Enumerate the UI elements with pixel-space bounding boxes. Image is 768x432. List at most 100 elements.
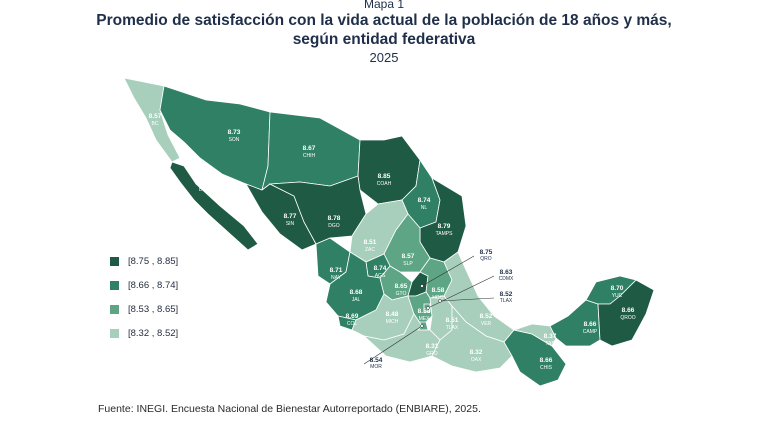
legend-swatch: [110, 280, 119, 290]
state-value: 8.32: [470, 349, 483, 356]
state-abbr: JAL: [352, 297, 361, 303]
state-abbr: GTO: [396, 291, 407, 297]
state-abbr: BC: [152, 121, 159, 127]
state-abbr: TLAX: [446, 325, 459, 331]
state-value: 8.66: [540, 357, 553, 364]
state-abbr: VER: [481, 321, 492, 327]
callout-dot: [426, 306, 430, 310]
state-abbr: MICH: [386, 319, 399, 325]
state-value: 8.69: [346, 313, 359, 320]
state-abbr: QROO: [620, 315, 635, 321]
source-note: Fuente: INEGI. Encuesta Nacional de Bien…: [98, 403, 481, 415]
callout-value: 8.52: [500, 291, 513, 298]
legend-swatch: [110, 304, 119, 314]
callout-value: 8.54: [370, 357, 383, 364]
state-value: 8.65: [395, 283, 408, 290]
callout-abbr: QRO: [480, 256, 492, 262]
state-abbr: YUC: [612, 293, 623, 299]
map-kicker: Mapa 1: [363, 0, 405, 11]
state-abbr: OAX: [471, 357, 482, 363]
state-abbr: SIN: [286, 221, 295, 227]
state-value: 8.77: [198, 179, 211, 186]
map-title-line-2: según entidad federativa: [292, 31, 476, 48]
state-value: 8.51: [446, 317, 459, 324]
state-abbr: ZAC: [365, 247, 375, 253]
legend-label: [8.75 , 8.85]: [128, 255, 179, 267]
state-abbr: AGS: [375, 273, 386, 279]
state-abbr: COAH: [377, 181, 392, 187]
callout-leader-line: [427, 275, 495, 309]
legend-swatch: [110, 256, 119, 266]
legend-label: [8.66 , 8.74]: [128, 279, 179, 291]
callout-leader-line: [421, 255, 475, 287]
callout-leader-line: [363, 325, 423, 365]
state-abbr: CHIS: [540, 365, 553, 371]
state-value: 8.73: [228, 129, 241, 136]
legend-item: [8.53 , 8.65]: [110, 302, 270, 316]
state-value: 8.58: [418, 308, 431, 315]
map-header: Mapa 1 Promedio de satisfacción con la v…: [0, 0, 768, 66]
legend-item: [8.75 , 8.85]: [110, 254, 270, 268]
callout-abbr: CDMX: [499, 276, 514, 282]
state-value: 8.31: [426, 343, 439, 350]
callout-dot: [420, 324, 424, 328]
state-abbr: MEX: [419, 316, 431, 322]
legend-swatch: [110, 328, 119, 338]
callout-dot: [438, 299, 442, 303]
state-value: 8.66: [622, 307, 635, 314]
callout-abbr: MOR: [370, 364, 382, 370]
state-abbr: SON: [229, 137, 240, 143]
state-value: 8.68: [350, 289, 363, 296]
state-value: 8.74: [418, 197, 431, 204]
state-abbr: CAMP: [583, 329, 598, 335]
state-abbr: TAMPS: [436, 231, 454, 237]
state-abbr: BCS: [199, 187, 210, 193]
callout-value: 8.75: [480, 249, 493, 256]
callout-value: 8.63: [500, 269, 513, 276]
state-value: 8.52: [480, 313, 493, 320]
state-value: 8.71: [330, 267, 343, 274]
state-bcs: [169, 161, 259, 251]
map-year: 2025: [369, 50, 399, 65]
legend-item: [8.32 , 8.52]: [110, 326, 270, 340]
state-value: 8.48: [386, 311, 399, 318]
map-title-line-1: Promedio de satisfacción con la vida act…: [96, 12, 672, 29]
state-abbr: HGO: [432, 295, 444, 301]
callout-dot: [420, 284, 424, 288]
state-value: 8.78: [328, 215, 341, 222]
state-qroo: [597, 279, 655, 347]
legend-item: [8.66 , 8.74]: [110, 278, 270, 292]
state-value: 8.79: [438, 223, 451, 230]
